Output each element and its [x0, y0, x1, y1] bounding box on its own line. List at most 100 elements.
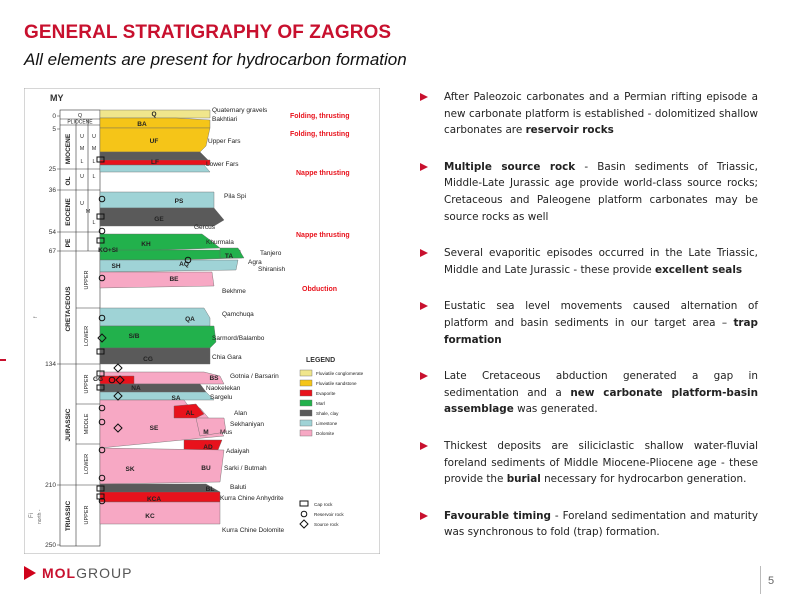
layer-sargelu: [99, 391, 215, 401]
cap-rock-icon: [96, 348, 105, 355]
bullet-marker-icon: [420, 372, 428, 381]
bullet-item: Late Cretaceous abduction generated a ga…: [418, 368, 758, 418]
side-label: north -: [37, 509, 43, 524]
cap-rock-icon: [96, 485, 105, 492]
legend-swatch: [299, 389, 313, 397]
age-tick: 5: [52, 126, 56, 133]
layer-code: SA: [171, 395, 180, 402]
source-rock-icon: [113, 423, 123, 433]
logo-mol: MOL: [42, 565, 77, 581]
subdivision-label: U: [80, 134, 84, 140]
source-rock-icon: [299, 519, 309, 529]
layer-code: BU: [201, 465, 211, 472]
layer-code: S/B: [129, 333, 140, 340]
layer-code: TA: [225, 253, 233, 260]
bullet-marker-icon: [420, 93, 428, 101]
cap-rock-icon: [96, 156, 105, 163]
bullet-item: After Paleozoic carbonates and a Permian…: [418, 89, 758, 139]
subdivision-label: LOWER: [84, 454, 90, 474]
period-label: CRETACEOUS: [65, 286, 72, 332]
slide-edge-mark: [0, 359, 6, 361]
bullet-text: After Paleozoic carbonates and a Permian…: [444, 91, 758, 137]
age-tick: 67: [49, 248, 57, 255]
layer-code: LF: [151, 159, 159, 166]
reservoir-rock-icon: [98, 195, 106, 203]
subdivision-label: U: [80, 174, 84, 180]
layer-code: KC: [145, 513, 155, 520]
bullet-marker-icon: [420, 249, 428, 258]
age-tick: 250: [45, 542, 56, 549]
layer-lower-fars-evaporite: [99, 159, 211, 166]
formation-name: Sarki / Butmah: [224, 465, 267, 472]
bullet-list: After Paleozoic carbonates and a Permian…: [418, 89, 758, 561]
formation-name: Shiranish: [258, 266, 285, 273]
age-tick: 54: [49, 229, 57, 236]
slide-title: GENERAL STRATIGRAPHY OF ZAGROS: [24, 22, 392, 43]
layer-tanjero: [99, 249, 243, 261]
logo-wordmark: MOLGROUP: [42, 565, 132, 581]
period-label: PE: [65, 238, 72, 247]
subdivision-label: L: [93, 159, 96, 165]
layer-code: BA: [137, 121, 147, 128]
tectonic-event: Nappe thrusting: [296, 232, 350, 239]
layer-kurra-chine-dolomite: [99, 501, 221, 525]
layer-chia-gara: [99, 347, 211, 365]
bullet-emphasis: Favourable timing: [444, 509, 551, 522]
layer-code: BS: [209, 375, 219, 382]
bullet-text: necessary for hydrocarbon generation.: [540, 473, 747, 486]
formation-name: Bekhme: [222, 288, 246, 295]
bullet-text: - Foreland sedimentation and maturity wa…: [444, 509, 758, 539]
layer-code: SK: [125, 466, 134, 473]
bullet-emphasis: burial: [506, 473, 541, 486]
legend-label: Fluviatile conglomerate: [316, 371, 364, 376]
age-tick: 25: [49, 166, 57, 173]
side-label: f: [33, 316, 39, 318]
source-rock-icon: [97, 333, 107, 343]
bullet-marker-icon: [420, 511, 428, 520]
subdivision-label: UPPER: [84, 270, 90, 289]
tectonic-event: Obduction: [302, 286, 337, 293]
layer-alan: [173, 403, 205, 419]
formation-name: Sargelu: [210, 394, 233, 401]
reservoir-rock-icon: [108, 376, 116, 384]
layer-baluti: [99, 483, 221, 493]
formation-name: Chia Gara: [212, 354, 242, 361]
formation-name: Sekhaniyan: [230, 421, 264, 428]
period-label: MIOCENE: [65, 133, 72, 164]
formation-name: Kurra Chine Anhydrite: [220, 495, 284, 502]
bullet-item: Several evaporitic episodes occurred in …: [418, 245, 758, 278]
layer-upper-fars: [99, 127, 211, 153]
subdivision-label: L: [93, 174, 96, 180]
subdivision-label: MIDDLE: [84, 413, 90, 434]
layer-code: AD: [203, 444, 213, 451]
bullet-emphasis: new carbonate platform-basin assemblage: [444, 386, 758, 416]
formation-name: Bakhtiari: [212, 116, 237, 123]
reservoir-rock-icon: [98, 418, 106, 426]
cap-rock-icon: [96, 384, 105, 391]
formation-name: Gotnia / Barsarin: [230, 373, 279, 380]
subdivision-label: M: [86, 209, 90, 215]
legend-label: Source rock: [314, 522, 339, 527]
layer-code: GE: [154, 216, 164, 223]
legend-label: Shale, clay: [316, 411, 339, 416]
formation-name: Baluti: [230, 484, 246, 491]
reservoir-rock-icon: [300, 510, 308, 518]
legend-label: Reservoir rock: [314, 512, 344, 517]
legend-swatch: [299, 409, 313, 417]
layer-pila-spi: [99, 191, 215, 209]
reservoir-rock-icon: [98, 404, 106, 412]
subdivision-label: LOWER: [84, 326, 90, 346]
subdivision-label: Q: [78, 113, 82, 119]
tectonic-event: Folding, thrusting: [290, 113, 350, 120]
mol-logo-icon: [24, 566, 36, 580]
legend-title: LEGEND: [306, 357, 335, 364]
bullet-emphasis: trap formation: [444, 316, 758, 346]
reservoir-rock-icon: [98, 314, 106, 322]
age-tick: 134: [45, 361, 56, 368]
legend-label: Cap rock: [314, 502, 333, 507]
subdivision-label: L: [93, 220, 96, 226]
bullet-item: Thickest deposits are siliciclastic shal…: [418, 438, 758, 488]
layer-khurmala: [99, 233, 221, 253]
subdivision-label: M: [92, 146, 96, 152]
cap-rock-icon: [299, 500, 309, 507]
